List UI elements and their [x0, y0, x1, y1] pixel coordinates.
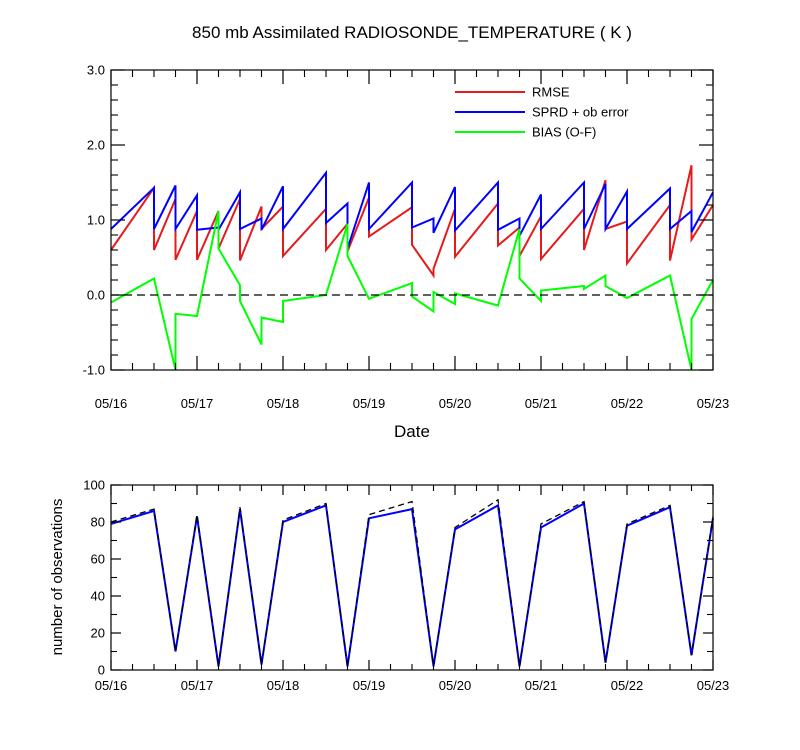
- x-tick-label: 05/19: [353, 678, 386, 693]
- x-tick-label: 05/23: [697, 678, 730, 693]
- x-axis-label: Date: [394, 422, 430, 441]
- y-axis-label-observations: number of observations: [49, 499, 66, 656]
- x-tick-label: 05/16: [95, 396, 128, 411]
- y-tick-label: 100: [83, 478, 105, 493]
- y-tick-label: 20: [91, 626, 105, 641]
- legend-label: SPRD + ob error: [532, 105, 629, 120]
- y-tick-label: 60: [91, 552, 105, 567]
- x-tick-label: 05/22: [611, 396, 644, 411]
- series-line-total: [110, 498, 714, 667]
- legend: RMSE SPRD + ob error BIAS (O-F): [455, 85, 629, 140]
- x-tick-label: 05/20: [439, 678, 472, 693]
- x-tick-label: 05/17: [181, 678, 214, 693]
- y-tick-label: 0.0: [87, 288, 105, 303]
- legend-label: RMSE: [532, 85, 570, 100]
- y-tick-label: 1.0: [87, 213, 105, 228]
- x-tick-label: 05/18: [267, 678, 300, 693]
- chart-title: 850 mb Assimilated RADIOSONDE_TEMPERATUR…: [192, 23, 632, 42]
- x-tick-label: 05/21: [525, 396, 558, 411]
- x-tick-label: 05/19: [353, 396, 386, 411]
- y-tick-label: 3.0: [87, 63, 105, 78]
- y-tick-label: 0: [98, 663, 105, 678]
- x-tick-label: 05/21: [525, 678, 558, 693]
- x-tick-label: 05/22: [611, 678, 644, 693]
- x-tick-label: 05/18: [267, 396, 300, 411]
- x-tick-label: 05/23: [697, 396, 730, 411]
- observations-panel: 05/16 05/17 05/18 05/19 05/20 05/21 05/22 05/23…: [83, 478, 729, 694]
- series-line-used: [110, 501, 714, 667]
- y-tick-label: 80: [91, 515, 105, 530]
- rmse-panel: 05/16 05/17 05/18 05/19 05/20 05/21 05/22 05/23…: [83, 63, 730, 412]
- x-tick-label: 05/16: [95, 678, 128, 693]
- legend-label: BIAS (O-F): [532, 125, 596, 140]
- y-tick-label: 2.0: [87, 138, 105, 153]
- x-tick-label: 05/17: [181, 396, 214, 411]
- x-tick-label: 05/20: [439, 396, 472, 411]
- series-line-bias-o-f: [110, 210, 714, 371]
- y-tick-label: 40: [91, 589, 105, 604]
- y-tick-label: -1.0: [83, 363, 105, 378]
